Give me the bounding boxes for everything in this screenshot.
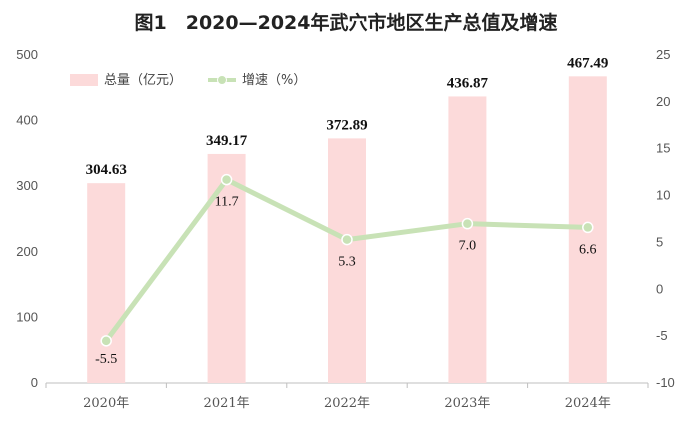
y-right-tick-label: 25 (656, 47, 670, 62)
line-point (582, 221, 594, 234)
legend-bar-label: 总量（亿元） (104, 73, 182, 88)
bar-value-label: 436.87 (447, 75, 489, 91)
bar (328, 138, 366, 383)
line-value-label: -5.5 (95, 352, 117, 367)
line-value-label: 11.7 (215, 195, 239, 210)
bar (448, 96, 487, 384)
line-value-label: 6.6 (579, 242, 597, 257)
y-left-tick-label: 100 (16, 309, 38, 324)
bar-value-label: 349.17 (206, 133, 248, 149)
legend-bar-swatch (70, 74, 98, 86)
y-right-tick-label: 20 (656, 94, 670, 109)
line-value-label: 5.3 (338, 255, 356, 270)
bar (207, 153, 246, 383)
line-series (100, 173, 594, 347)
x-tick-label: 2023年 (444, 396, 490, 411)
bar-series (87, 76, 607, 384)
line-value-label: 7.0 (459, 239, 477, 254)
y-right-tick-label: 15 (656, 141, 670, 156)
x-tick-label: 2021年 (204, 396, 250, 411)
x-tick-label: 2022年 (324, 396, 370, 411)
y-left-tick-label: 500 (16, 47, 38, 62)
bar (87, 183, 126, 383)
bar-value-label: 372.89 (326, 117, 367, 133)
y-right-tick-label: 10 (656, 188, 670, 203)
chart-title: 图1 2020—2024年武穴市地区生产总值及增速 (134, 12, 558, 34)
y-left-tick-label: 200 (16, 244, 38, 259)
bar-value-label: 304.63 (86, 162, 127, 178)
legend: 总量（亿元） 增速（%） (70, 73, 306, 88)
y-left-tick-label: 300 (16, 178, 38, 193)
y-left-tick-label: 0 (31, 375, 38, 390)
data-labels: 304.63 349.17 372.89 436.87 467.49 -5.5 11.7 5.… (86, 55, 609, 367)
bar-value-label: 467.49 (567, 55, 608, 71)
line-point (341, 233, 353, 246)
legend-line-label: 增速（%） (242, 73, 306, 88)
x-tick-label: 2024年 (565, 396, 611, 411)
line-point (220, 173, 233, 186)
y-left-tick-label: 400 (16, 113, 38, 128)
legend-line-marker (217, 75, 227, 85)
y-right-tick-label: -5 (656, 328, 668, 343)
y-right-tick-label: 5 (656, 234, 663, 249)
line-point (461, 217, 474, 230)
line-point (100, 335, 112, 347)
axes: 0 100 200 300 400 500 -10 -5 0 5 10 15 20 25 2020年 2021… (16, 47, 675, 411)
y-right-tick-label: -10 (656, 375, 675, 390)
x-tick-label: 2020年 (83, 396, 129, 411)
y-right-tick-label: 0 (656, 281, 663, 296)
